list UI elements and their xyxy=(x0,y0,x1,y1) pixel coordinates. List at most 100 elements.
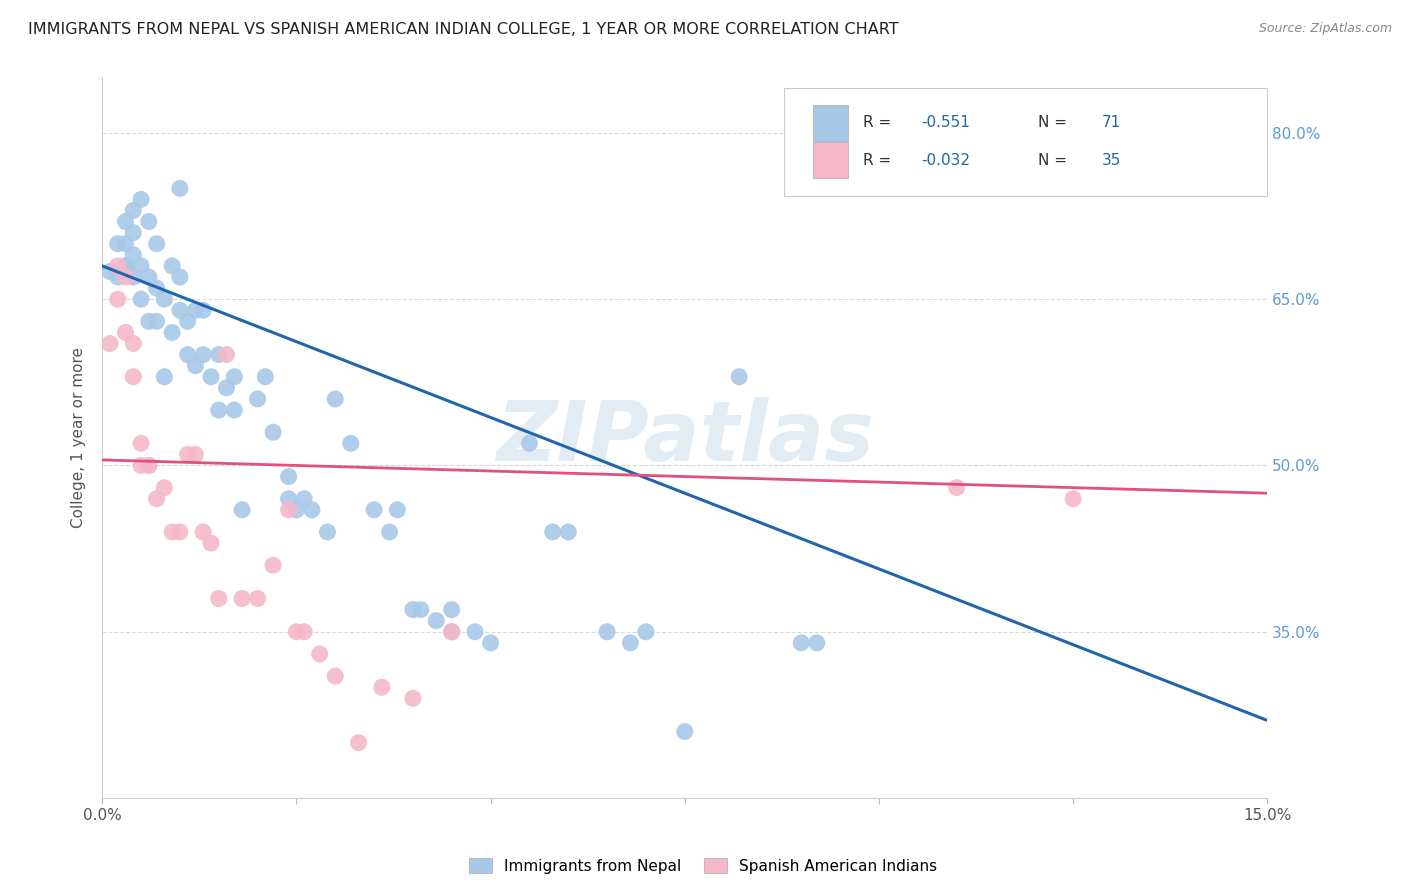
Point xyxy=(316,524,339,539)
Point xyxy=(596,624,619,639)
Legend: Immigrants from Nepal, Spanish American Indians: Immigrants from Nepal, Spanish American … xyxy=(463,852,943,880)
Point xyxy=(184,303,207,318)
Point xyxy=(107,270,129,285)
Point xyxy=(215,348,238,362)
Point xyxy=(114,214,136,228)
Point xyxy=(464,624,486,639)
Point xyxy=(254,369,277,384)
Point xyxy=(98,336,121,351)
Point xyxy=(224,369,246,384)
Point xyxy=(619,636,641,650)
Point xyxy=(160,259,183,273)
Point xyxy=(153,369,176,384)
Point xyxy=(231,591,253,606)
Point xyxy=(138,270,160,285)
Point xyxy=(308,647,330,661)
Text: ZIPatlas: ZIPatlas xyxy=(496,397,873,478)
Point xyxy=(138,314,160,328)
Point xyxy=(193,524,215,539)
Point xyxy=(107,292,129,306)
Point xyxy=(122,203,145,218)
Point xyxy=(176,314,198,328)
Point xyxy=(176,348,198,362)
Point xyxy=(339,436,361,450)
Point xyxy=(387,503,409,517)
Point xyxy=(107,259,129,273)
Point xyxy=(122,270,145,285)
Point xyxy=(208,348,231,362)
Text: R =: R = xyxy=(863,153,896,168)
Point xyxy=(292,624,315,639)
Point xyxy=(945,481,967,495)
Point xyxy=(138,458,160,473)
Point xyxy=(519,436,541,450)
Point xyxy=(363,503,385,517)
Point xyxy=(634,624,657,639)
Point xyxy=(160,524,183,539)
Point xyxy=(378,524,401,539)
Point xyxy=(806,636,828,650)
Point xyxy=(557,524,579,539)
Point xyxy=(114,259,136,273)
Point xyxy=(728,369,751,384)
Point xyxy=(262,558,284,573)
Point xyxy=(440,624,463,639)
Bar xyxy=(813,143,848,178)
Point xyxy=(153,292,176,306)
Point xyxy=(347,736,370,750)
Point xyxy=(440,624,463,639)
Text: 35: 35 xyxy=(1102,153,1121,168)
Point xyxy=(122,226,145,240)
Point xyxy=(160,326,183,340)
Point xyxy=(184,359,207,373)
Point xyxy=(285,624,308,639)
Text: 71: 71 xyxy=(1102,115,1121,130)
Point xyxy=(402,691,425,706)
Text: R =: R = xyxy=(863,115,896,130)
Point xyxy=(114,270,136,285)
Point xyxy=(215,381,238,395)
Text: N =: N = xyxy=(1038,115,1071,130)
Point xyxy=(541,524,564,539)
Point xyxy=(98,264,121,278)
Point xyxy=(323,392,346,406)
Point xyxy=(246,591,269,606)
Point xyxy=(479,636,502,650)
Point xyxy=(122,336,145,351)
Point xyxy=(285,503,308,517)
Point xyxy=(114,259,136,273)
Point xyxy=(292,491,315,506)
Point xyxy=(114,236,136,251)
Point xyxy=(145,491,167,506)
Point xyxy=(176,447,198,461)
Point xyxy=(193,348,215,362)
Point xyxy=(208,403,231,417)
Point xyxy=(200,536,222,550)
Text: -0.551: -0.551 xyxy=(921,115,970,130)
Point xyxy=(129,259,152,273)
Point xyxy=(138,458,160,473)
Point xyxy=(409,602,432,616)
Point xyxy=(246,392,269,406)
Text: -0.032: -0.032 xyxy=(921,153,970,168)
Point xyxy=(1062,491,1084,506)
Point xyxy=(169,303,191,318)
Point xyxy=(122,248,145,262)
Point xyxy=(277,503,299,517)
Point xyxy=(129,292,152,306)
Point xyxy=(169,524,191,539)
Point xyxy=(262,425,284,440)
Point xyxy=(184,447,207,461)
Point xyxy=(114,326,136,340)
Text: IMMIGRANTS FROM NEPAL VS SPANISH AMERICAN INDIAN COLLEGE, 1 YEAR OR MORE CORRELA: IMMIGRANTS FROM NEPAL VS SPANISH AMERICA… xyxy=(28,22,898,37)
Point xyxy=(145,314,167,328)
Point xyxy=(145,236,167,251)
Point xyxy=(208,591,231,606)
Point xyxy=(153,481,176,495)
Point xyxy=(129,193,152,207)
Point xyxy=(138,214,160,228)
Point xyxy=(169,181,191,195)
Point xyxy=(371,680,394,694)
Text: N =: N = xyxy=(1038,153,1071,168)
Point xyxy=(323,669,346,683)
